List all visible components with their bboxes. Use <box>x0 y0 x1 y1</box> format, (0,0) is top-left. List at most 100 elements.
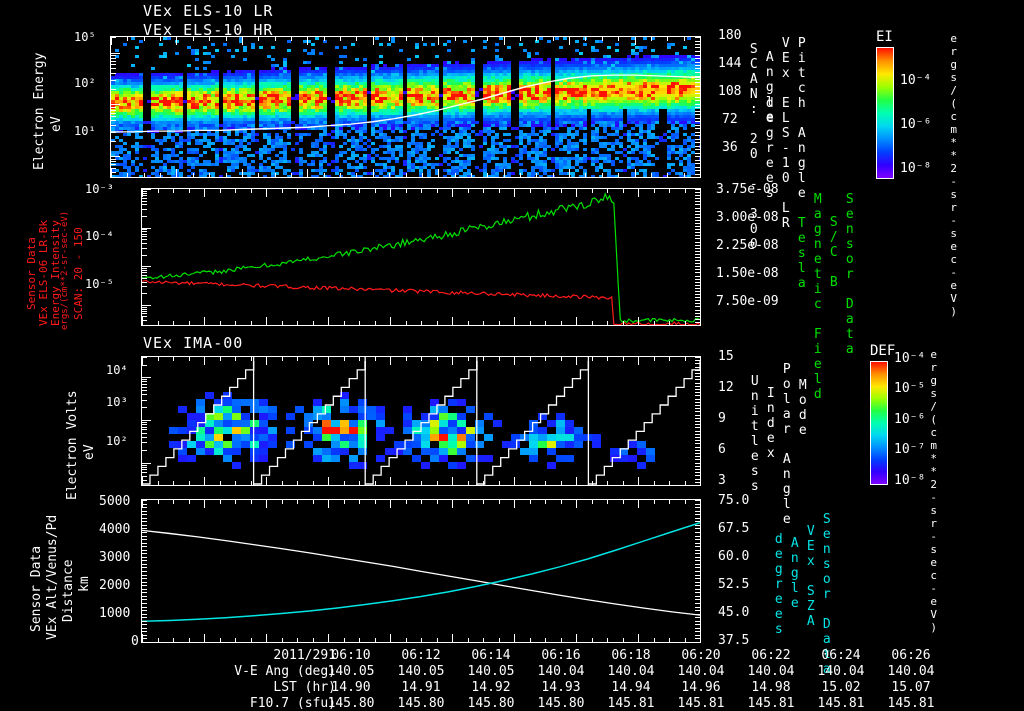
axis-tick <box>406 500 407 504</box>
axis-tick <box>695 142 700 143</box>
axis-tick <box>669 638 670 642</box>
axis-tick <box>592 357 593 361</box>
panel3-right-tick-1: 12 <box>718 380 734 395</box>
panel1-plot-area[interactable] <box>110 36 701 178</box>
axis-tick <box>142 500 147 501</box>
bottom-cell-1-6: 140.04 <box>747 664 795 679</box>
axis-tick <box>483 357 484 361</box>
axis-tick <box>695 567 700 568</box>
panel4-right-tick-3: 52.5 <box>718 577 750 592</box>
axis-tick <box>684 173 685 177</box>
axis-tick <box>158 189 159 193</box>
axis-tick <box>695 288 700 289</box>
axis-tick <box>438 37 439 45</box>
axis-tick <box>144 37 145 41</box>
bottom-cell-0-6: 06:22 <box>751 648 791 663</box>
axis-tick <box>695 170 700 171</box>
panel1-left-tick-1: 10² <box>74 76 96 90</box>
axis-tick <box>695 525 700 526</box>
panel4-left-axis-line4: km <box>77 552 92 592</box>
axis-tick <box>111 80 116 81</box>
axis-tick <box>158 638 159 642</box>
panel1-title-line2: VEx ELS-10 HR <box>143 21 274 39</box>
axis-tick <box>695 479 700 480</box>
panel1-right-axis-label-1: Pitch Angle <box>794 36 809 201</box>
axis-tick <box>623 481 624 485</box>
axis-tick <box>452 189 453 197</box>
bottom-cell-2-0: 14.90 <box>331 680 371 695</box>
axis-tick <box>592 638 593 642</box>
axis-tick <box>623 357 624 361</box>
panel4-plot-area[interactable] <box>141 499 701 643</box>
axis-tick <box>235 638 236 642</box>
axis-tick <box>266 477 267 485</box>
axis-tick <box>142 394 147 395</box>
axis-tick <box>669 357 670 361</box>
axis-tick <box>142 266 151 267</box>
axis-tick <box>291 37 292 41</box>
axis-tick <box>695 100 700 101</box>
axis-tick <box>142 357 147 358</box>
axis-tick <box>695 443 700 444</box>
axis-tick <box>452 477 453 485</box>
panel4-left-tick-0: 5000 <box>99 494 131 509</box>
axis-tick <box>189 638 190 642</box>
panel2-right-axis-line3-text: Magnetic Field <box>810 192 826 402</box>
axis-tick <box>390 500 391 508</box>
axis-tick <box>685 357 686 361</box>
axis-tick <box>142 596 147 597</box>
axis-tick <box>695 245 700 246</box>
axis-tick <box>695 114 700 115</box>
axis-tick <box>695 325 700 326</box>
axis-tick <box>220 357 221 361</box>
axis-tick <box>160 37 161 41</box>
axis-tick <box>592 481 593 485</box>
axis-tick <box>695 201 700 202</box>
axis-tick <box>282 481 283 485</box>
axis-tick <box>142 320 147 321</box>
panel3-plot-area[interactable] <box>141 356 701 486</box>
bottom-cell-1-0: 140.05 <box>327 664 375 679</box>
axis-tick <box>111 53 120 54</box>
axis-tick <box>142 407 147 408</box>
axis-tick <box>638 500 639 508</box>
axis-tick <box>695 55 700 56</box>
panel2-plot-area[interactable] <box>141 188 701 326</box>
panel3-left-axis-unit: eV <box>82 400 97 460</box>
panel2-right-axis-line4: Tesla <box>794 216 809 306</box>
axis-tick <box>695 405 700 406</box>
axis-tick <box>695 585 700 586</box>
axis-tick <box>111 37 112 45</box>
axis-tick <box>695 434 700 435</box>
axis-tick <box>226 173 227 177</box>
axis-tick <box>297 189 298 193</box>
axis-tick <box>695 521 700 522</box>
axis-tick <box>561 357 562 361</box>
axis-tick <box>328 357 329 365</box>
axis-tick <box>344 357 345 361</box>
axis-tick <box>695 550 700 551</box>
axis-tick <box>324 173 325 177</box>
panel3-colorbar-gradient[interactable] <box>870 361 888 485</box>
axis-tick <box>328 634 329 642</box>
axis-tick <box>173 357 174 361</box>
axis-tick <box>468 321 469 325</box>
axis-tick <box>142 631 147 632</box>
axis-tick <box>437 189 438 193</box>
bottom-cell-2-4: 14.94 <box>611 680 651 695</box>
axis-tick <box>438 169 439 177</box>
panel1-colorbar-gradient[interactable] <box>876 47 894 179</box>
axis-tick <box>313 481 314 485</box>
axis-tick <box>487 37 488 41</box>
axis-tick <box>695 266 700 267</box>
axis-tick <box>695 310 700 311</box>
axis-tick <box>695 153 700 154</box>
axis-tick <box>514 189 515 197</box>
axis-tick <box>421 481 422 485</box>
axis-tick <box>142 239 147 240</box>
axis-tick <box>142 610 147 611</box>
axis-tick <box>545 638 546 642</box>
axis-tick <box>685 481 686 485</box>
axis-tick <box>158 321 159 325</box>
axis-tick <box>695 160 700 161</box>
